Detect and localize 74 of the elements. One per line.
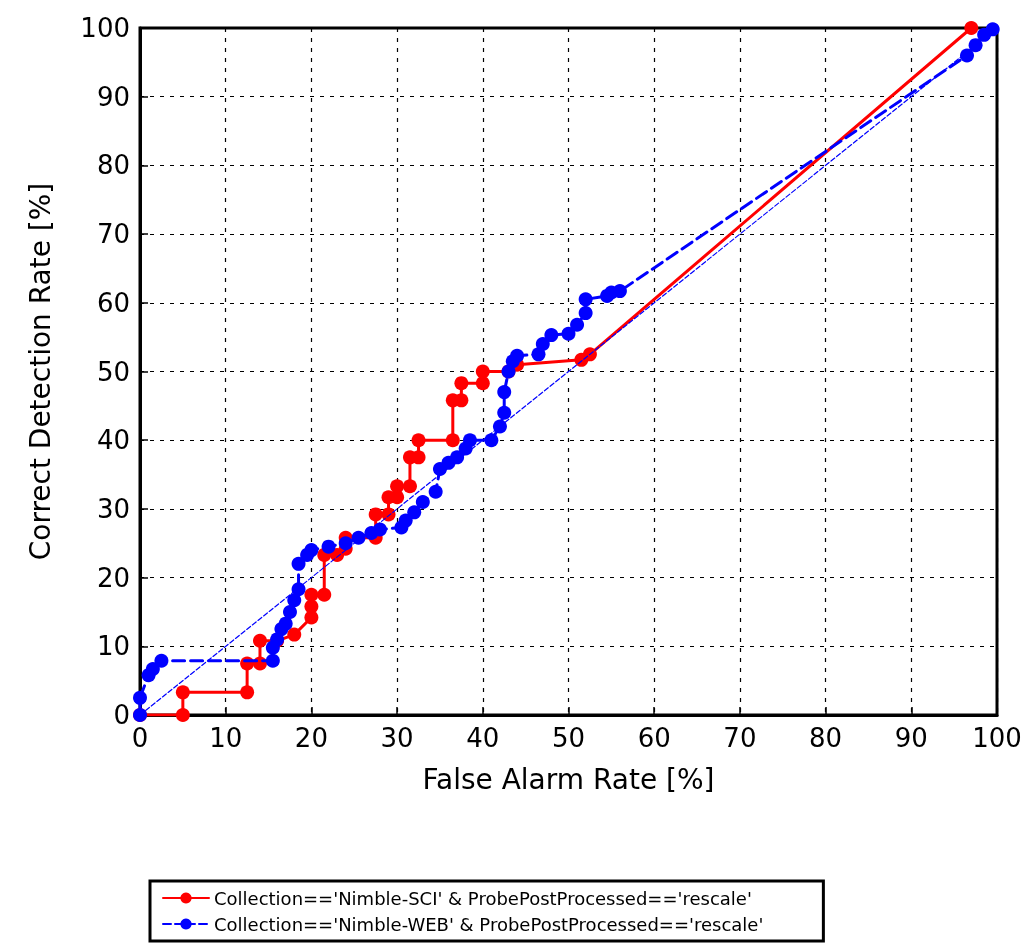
point [570, 317, 585, 332]
legend-label: Collection=='Nimble-WEB' & ProbePostProcessed=='rescale' [214, 913, 764, 935]
y-axis-title: Correct Detection Rate [%] [23, 182, 57, 561]
point [475, 364, 490, 379]
point [304, 543, 319, 558]
y-tick-label: 20 [96, 562, 130, 593]
point [544, 328, 559, 343]
x-tick-label: 0 [131, 723, 149, 753]
x-tick-label: 80 [809, 723, 843, 753]
point [398, 513, 413, 528]
y-tick-label: 30 [96, 493, 130, 524]
point [154, 653, 169, 668]
point [510, 348, 525, 363]
point [462, 433, 477, 448]
point [497, 385, 512, 400]
y-tick-label: 70 [96, 219, 130, 250]
point [390, 479, 405, 494]
point [454, 376, 469, 391]
x-tick-label: 90 [894, 723, 928, 753]
point [372, 522, 387, 537]
point [561, 326, 576, 341]
point [407, 505, 422, 520]
point [411, 433, 426, 448]
y-tick-label: 10 [96, 631, 130, 662]
point [578, 292, 593, 307]
point [492, 419, 507, 434]
x-tick-label: 60 [637, 723, 671, 753]
point [964, 21, 979, 35]
point [475, 376, 490, 391]
point [252, 633, 267, 648]
y-tick-label: 90 [96, 81, 130, 112]
point [535, 337, 550, 352]
x-tick-label: 30 [380, 723, 414, 753]
point [985, 22, 1000, 37]
y-tick-label: 80 [96, 150, 130, 181]
point [240, 685, 255, 700]
point [484, 433, 499, 448]
y-tick-label: 0 [113, 700, 130, 730]
y-tick-label: 60 [96, 287, 130, 318]
point [612, 284, 627, 299]
point [317, 587, 332, 602]
x-tick-label: 50 [551, 723, 586, 753]
x-tick-label: 40 [466, 723, 500, 753]
x-tick-label: 70 [723, 723, 757, 753]
point [282, 604, 297, 619]
point [304, 587, 319, 602]
point [411, 450, 426, 465]
y-tick-label: 50 [96, 356, 130, 387]
point [175, 685, 190, 700]
point [278, 616, 293, 631]
x-tick-label: 100 [972, 723, 1022, 753]
point [321, 539, 336, 554]
point [402, 479, 417, 494]
y-tick-label: 40 [96, 425, 130, 456]
point [445, 433, 460, 448]
point [454, 393, 469, 408]
point [415, 495, 430, 510]
point [265, 653, 280, 668]
legend-label: Collection=='Nimble-SCI' & ProbePostProcessed=='rescale' [214, 887, 752, 909]
point [578, 306, 593, 321]
point [497, 405, 512, 420]
point [287, 627, 302, 642]
point [368, 507, 383, 522]
point [338, 536, 353, 551]
x-tick-label: 20 [294, 723, 328, 753]
point [133, 690, 147, 705]
point [291, 556, 306, 571]
point [287, 593, 302, 608]
point [428, 484, 443, 499]
x-tick-label: 10 [209, 723, 243, 753]
x-axis-title: False Alarm Rate [%] [422, 762, 715, 796]
point [145, 661, 160, 676]
point [175, 708, 190, 722]
y-tick-label: 100 [80, 13, 130, 43]
